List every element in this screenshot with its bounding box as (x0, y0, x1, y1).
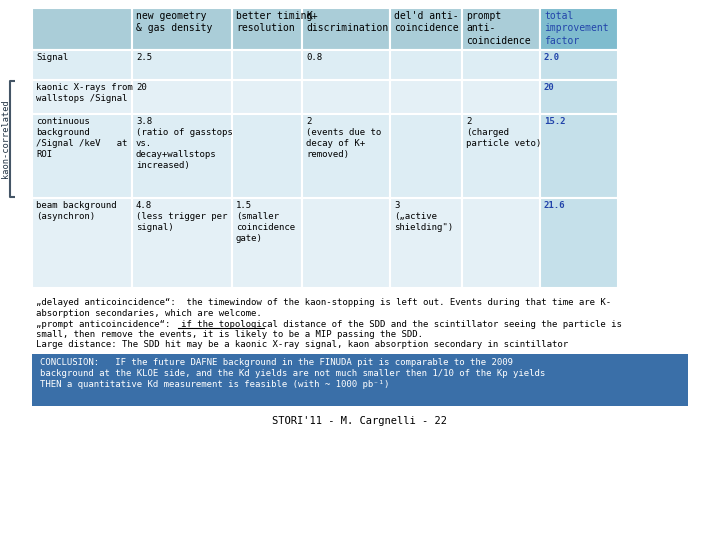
Text: small, then remove the events, it is likely to be a MIP passing the SDD.: small, then remove the events, it is lik… (36, 330, 423, 339)
Text: 2.5: 2.5 (136, 53, 152, 62)
Bar (32, 198, 132, 288)
Text: 3
(„active
shielding"): 3 („active shielding") (394, 201, 453, 232)
Text: 20: 20 (136, 83, 147, 92)
Bar (32, 8, 132, 50)
Text: new geometry
& gas density: new geometry & gas density (136, 11, 212, 33)
Bar (32, 354, 688, 406)
Bar (462, 114, 540, 198)
Text: kaonic X-rays from
wallstops /Signal: kaonic X-rays from wallstops /Signal (36, 83, 132, 103)
Bar (132, 80, 232, 114)
Bar (390, 50, 462, 80)
Bar (540, 50, 618, 80)
Text: 2.0: 2.0 (544, 53, 560, 62)
Bar (132, 50, 232, 80)
Text: prompt
anti-
coincidence: prompt anti- coincidence (466, 11, 531, 46)
Text: better timing
resolution: better timing resolution (236, 11, 312, 33)
Bar (540, 80, 618, 114)
Text: 20: 20 (544, 83, 554, 92)
Bar (540, 114, 618, 198)
Text: continuous
background
/Signal /keV   at
ROI: continuous background /Signal /keV at RO… (36, 117, 127, 159)
Bar (390, 114, 462, 198)
Bar (232, 80, 302, 114)
Bar (232, 50, 302, 80)
Text: STORI'11 - M. Cargnelli - 22: STORI'11 - M. Cargnelli - 22 (272, 416, 448, 426)
Text: „prompt anticoincidence“:  if the topological distance of the SDD and the scinti: „prompt anticoincidence“: if the topolog… (36, 320, 622, 329)
Text: 4.8
(less trigger per
signal): 4.8 (less trigger per signal) (136, 201, 228, 232)
Text: 15.2: 15.2 (544, 117, 565, 126)
Text: kaon-correlated: kaon-correlated (1, 99, 11, 178)
Bar (462, 8, 540, 50)
Text: Large distance: The SDD hit may be a kaonic X-ray signal, kaon absorption second: Large distance: The SDD hit may be a kao… (36, 340, 568, 349)
Text: K+
discrimination: K+ discrimination (306, 11, 388, 33)
Text: total
improvement
factor: total improvement factor (544, 11, 608, 46)
Bar (232, 8, 302, 50)
Bar (462, 80, 540, 114)
Bar (540, 198, 618, 288)
Bar (32, 50, 132, 80)
Bar (232, 198, 302, 288)
Bar (462, 198, 540, 288)
Text: beam background
(asynchron): beam background (asynchron) (36, 201, 117, 221)
Bar (302, 8, 390, 50)
Bar (540, 8, 618, 50)
Bar (302, 80, 390, 114)
Bar (302, 198, 390, 288)
Text: „delayed anticoincidence“:  the timewindow of the kaon-stopping is left out. Eve: „delayed anticoincidence“: the timewindo… (36, 298, 611, 318)
Text: 0.8: 0.8 (306, 53, 322, 62)
Bar (302, 50, 390, 80)
Text: del'd anti-
coincidence: del'd anti- coincidence (394, 11, 459, 33)
Bar (462, 50, 540, 80)
Bar (390, 8, 462, 50)
Text: 2
(events due to
decay of K+
removed): 2 (events due to decay of K+ removed) (306, 117, 382, 159)
Text: Signal: Signal (36, 53, 68, 62)
Bar (132, 8, 232, 50)
Text: CONCLUSION:   IF the future DAFNE background in the FINUDA pit is comparable to : CONCLUSION: IF the future DAFNE backgrou… (40, 358, 545, 389)
Text: 21.6: 21.6 (544, 201, 565, 210)
Bar (390, 198, 462, 288)
Text: 3.8
(ratio of gasstops
vs.
decay+wallstops
increased): 3.8 (ratio of gasstops vs. decay+wallsto… (136, 117, 233, 171)
Bar (132, 114, 232, 198)
Text: 2
(charged
particle veto): 2 (charged particle veto) (466, 117, 541, 148)
Bar (232, 114, 302, 198)
Bar (32, 114, 132, 198)
Bar (390, 80, 462, 114)
Bar (302, 114, 390, 198)
Bar (32, 80, 132, 114)
Text: 1.5
(smaller
coincidence
gate): 1.5 (smaller coincidence gate) (236, 201, 295, 244)
Bar (132, 198, 232, 288)
